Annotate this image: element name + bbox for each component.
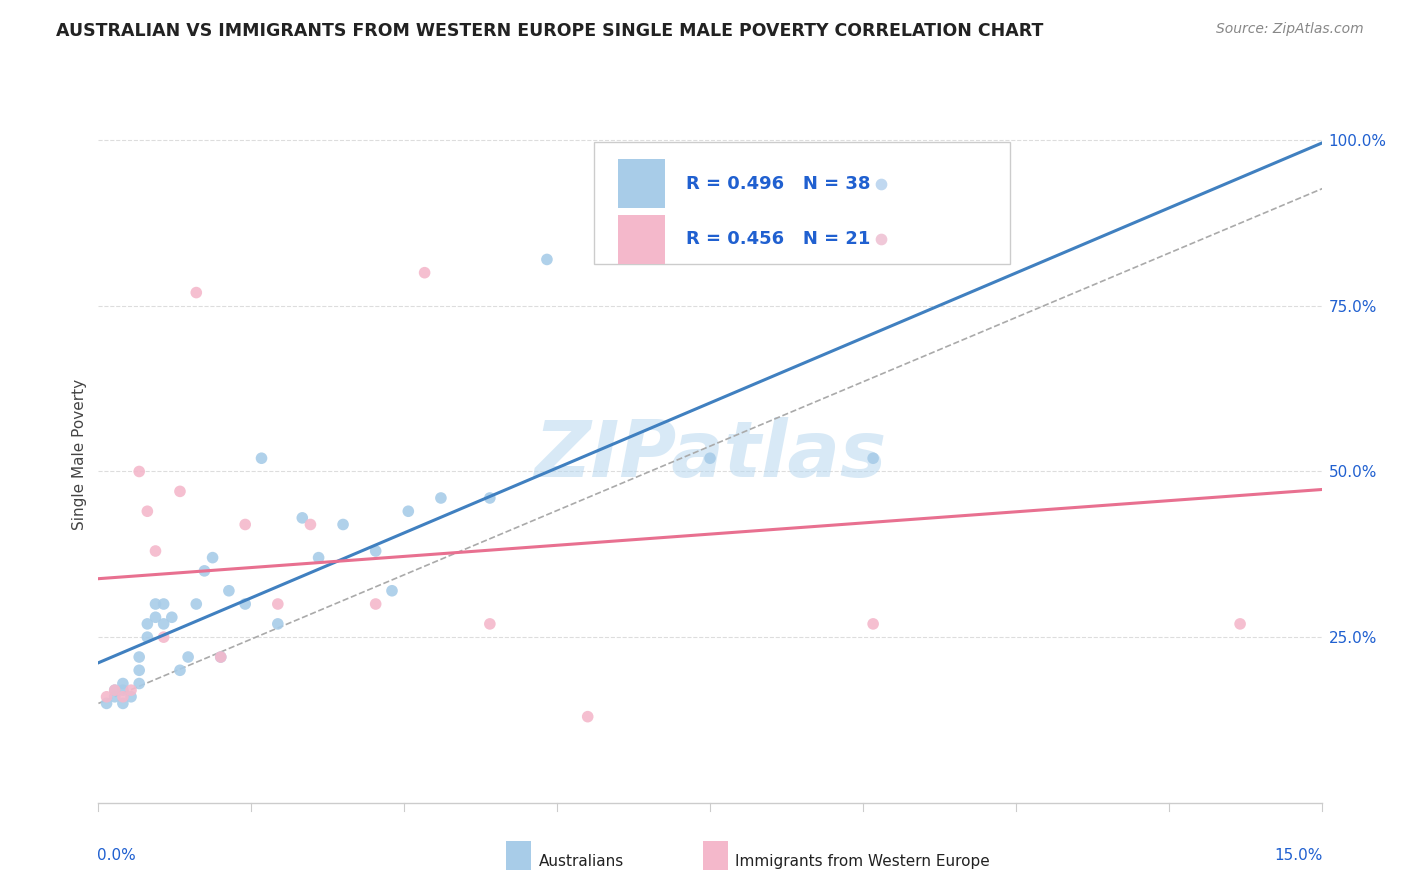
Point bbox=[233, 517, 256, 532]
Point bbox=[332, 517, 354, 532]
Point bbox=[250, 451, 273, 466]
Point bbox=[104, 683, 127, 698]
Text: Immigrants from Western Europe: Immigrants from Western Europe bbox=[735, 855, 990, 869]
Point bbox=[413, 266, 436, 280]
Point bbox=[152, 597, 174, 611]
Point bbox=[136, 630, 159, 644]
Point bbox=[111, 683, 134, 698]
Point bbox=[299, 517, 322, 532]
Point bbox=[96, 697, 118, 711]
Text: 0.0%: 0.0% bbox=[97, 848, 136, 863]
Point bbox=[169, 663, 191, 677]
Point bbox=[128, 465, 150, 479]
Point bbox=[193, 564, 215, 578]
Point bbox=[104, 683, 127, 698]
FancyBboxPatch shape bbox=[593, 142, 1010, 264]
Bar bbox=[619, 215, 665, 264]
Point bbox=[128, 663, 150, 677]
Text: ZIPatlas: ZIPatlas bbox=[534, 417, 886, 493]
Point bbox=[267, 597, 290, 611]
Point bbox=[186, 597, 208, 611]
Text: Australians: Australians bbox=[538, 855, 624, 869]
Text: Source: ZipAtlas.com: Source: ZipAtlas.com bbox=[1216, 22, 1364, 37]
Point bbox=[136, 616, 159, 631]
Point bbox=[152, 630, 174, 644]
Bar bbox=[619, 160, 665, 208]
Point bbox=[209, 650, 232, 665]
Point bbox=[111, 690, 134, 704]
Point bbox=[396, 504, 419, 518]
Point bbox=[291, 511, 314, 525]
Point bbox=[267, 616, 290, 631]
Point bbox=[984, 245, 1007, 260]
Point bbox=[152, 616, 174, 631]
Point bbox=[1229, 616, 1251, 631]
Point bbox=[111, 697, 134, 711]
Point bbox=[699, 451, 721, 466]
Point bbox=[96, 690, 118, 704]
Point bbox=[201, 550, 224, 565]
Point bbox=[576, 709, 599, 723]
Point bbox=[862, 451, 884, 466]
Text: R = 0.456   N = 21: R = 0.456 N = 21 bbox=[686, 230, 870, 248]
Point bbox=[478, 616, 501, 631]
Point bbox=[145, 544, 167, 558]
Point bbox=[128, 650, 150, 665]
Point bbox=[177, 650, 200, 665]
Point bbox=[169, 484, 191, 499]
Point bbox=[104, 690, 127, 704]
Point bbox=[218, 583, 240, 598]
Text: 15.0%: 15.0% bbox=[1274, 848, 1323, 863]
Point bbox=[145, 610, 167, 624]
Point bbox=[364, 597, 387, 611]
Text: R = 0.496   N = 38: R = 0.496 N = 38 bbox=[686, 175, 870, 193]
Point bbox=[160, 610, 183, 624]
Point bbox=[120, 683, 142, 698]
Point bbox=[536, 252, 558, 267]
Point bbox=[381, 583, 404, 598]
Point bbox=[128, 676, 150, 690]
Point bbox=[862, 616, 884, 631]
Text: AUSTRALIAN VS IMMIGRANTS FROM WESTERN EUROPE SINGLE MALE POVERTY CORRELATION CHA: AUSTRALIAN VS IMMIGRANTS FROM WESTERN EU… bbox=[56, 22, 1043, 40]
Point bbox=[209, 650, 232, 665]
Point bbox=[136, 504, 159, 518]
Point bbox=[364, 544, 387, 558]
Point bbox=[186, 285, 208, 300]
Point bbox=[430, 491, 453, 505]
Point bbox=[120, 690, 142, 704]
Point bbox=[111, 676, 134, 690]
Point bbox=[145, 597, 167, 611]
Point bbox=[478, 491, 501, 505]
Y-axis label: Single Male Poverty: Single Male Poverty bbox=[72, 379, 87, 531]
Point bbox=[233, 597, 256, 611]
Point bbox=[308, 550, 330, 565]
